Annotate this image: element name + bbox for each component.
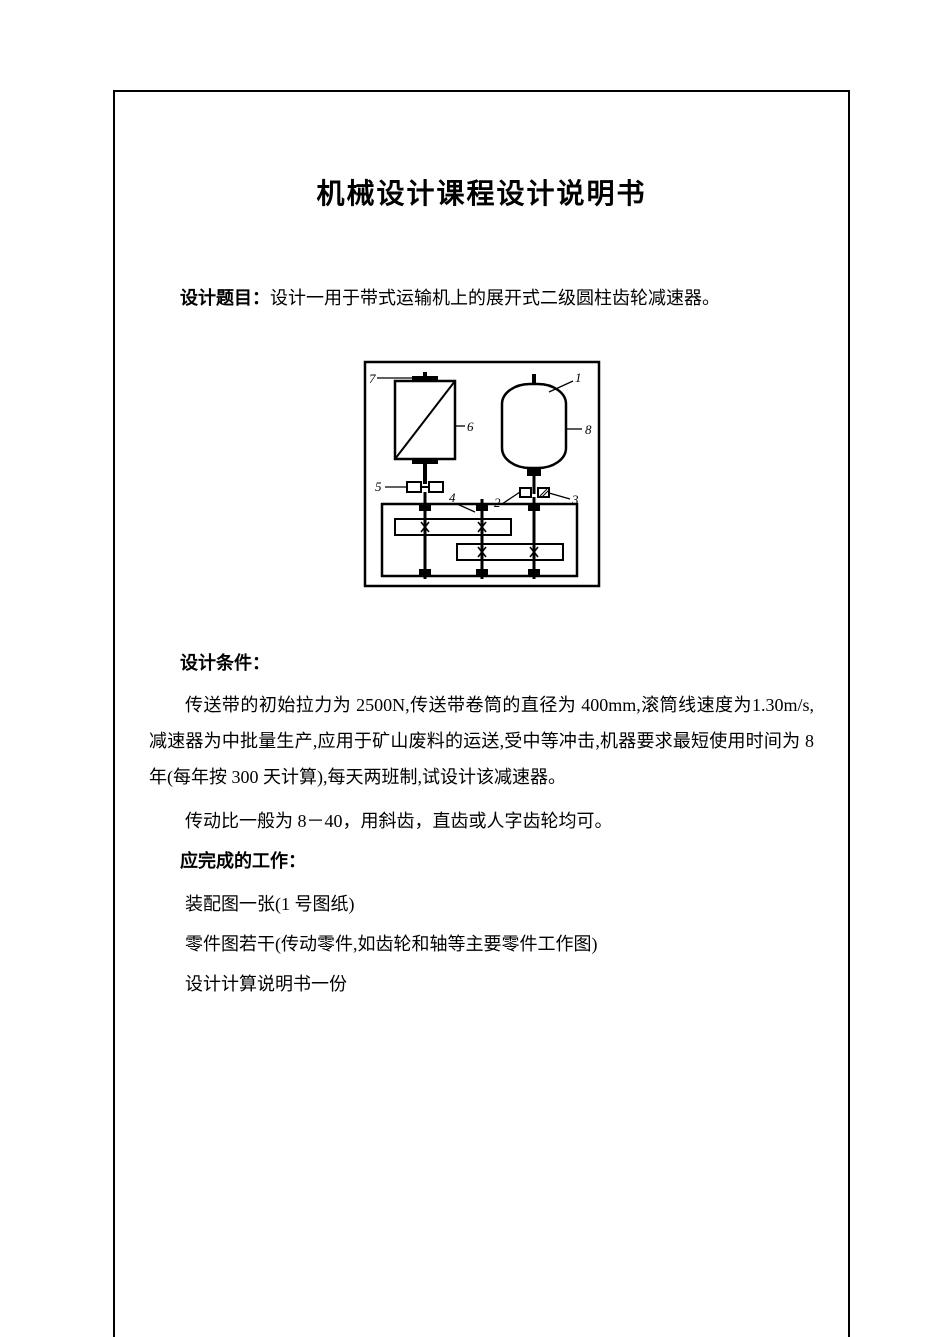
- design-topic-label: 设计题目：: [180, 288, 270, 308]
- diagram-label-5: 5: [375, 479, 382, 494]
- diagram-label-7: 7: [369, 371, 376, 386]
- diagram-label-2: 2: [494, 495, 501, 510]
- design-topic-row: 设计题目：设计一用于带式运输机上的展开式二级圆柱齿轮减速器。: [145, 282, 818, 314]
- diagram-label-6: 6: [467, 419, 474, 434]
- tasks-label: 应完成的工作：: [145, 847, 818, 873]
- document-title: 机械设计课程设计说明书: [145, 172, 818, 212]
- task-item-2: 零件图若干(传动零件,如齿轮和轴等主要零件工作图): [149, 925, 818, 965]
- mechanism-diagram: 7 6 1 8 5 4 2 3: [357, 354, 607, 594]
- task-item-1: 装配图一张(1 号图纸): [149, 885, 818, 925]
- diagram-label-1: 1: [575, 370, 582, 385]
- conditions-paragraph-2: 传动比一般为 8－40，用斜齿，直齿或人字齿轮均可。: [145, 803, 818, 839]
- conditions-paragraph-1: 传送带的初始拉力为 2500N,传送带卷筒的直径为 400mm,滚筒线速度为1.…: [145, 687, 818, 795]
- tasks-list: 装配图一张(1 号图纸) 零件图若干(传动零件,如齿轮和轴等主要零件工作图) 设…: [145, 885, 818, 1004]
- diagram-container: 7 6 1 8 5 4 2 3: [145, 354, 818, 599]
- task-item-3: 设计计算说明书一份: [149, 965, 818, 1005]
- conditions-label: 设计条件：: [145, 649, 818, 675]
- page-frame: 机械设计课程设计说明书 设计题目：设计一用于带式运输机上的展开式二级圆柱齿轮减速…: [113, 90, 850, 1337]
- design-topic-text: 设计一用于带式运输机上的展开式二级圆柱齿轮减速器。: [270, 288, 720, 308]
- diagram-label-8: 8: [585, 422, 592, 437]
- diagram-label-4: 4: [449, 490, 456, 505]
- diagram-label-3: 3: [571, 492, 579, 507]
